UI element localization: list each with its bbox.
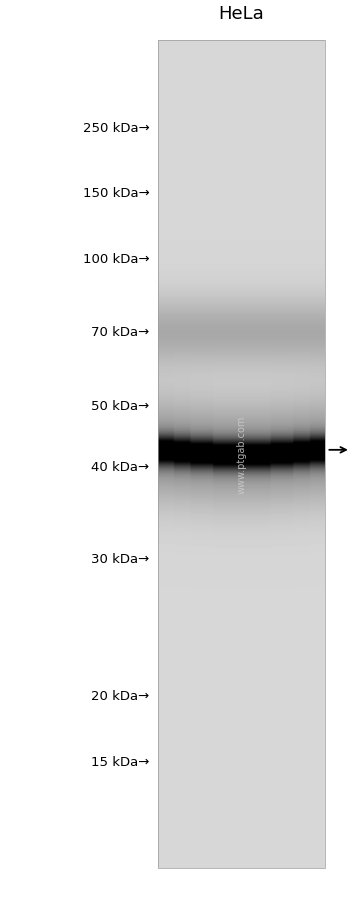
Text: 70 kDa→: 70 kDa→	[91, 326, 149, 338]
Text: 50 kDa→: 50 kDa→	[91, 400, 149, 413]
Text: 20 kDa→: 20 kDa→	[91, 689, 149, 703]
Text: www.ptgab.com: www.ptgab.com	[236, 415, 246, 493]
Text: 30 kDa→: 30 kDa→	[91, 552, 149, 566]
Bar	[158, 41, 325, 868]
Text: 250 kDa→: 250 kDa→	[83, 122, 149, 134]
Text: 150 kDa→: 150 kDa→	[83, 187, 149, 199]
Text: HeLa: HeLa	[218, 5, 264, 23]
Text: 40 kDa→: 40 kDa→	[91, 460, 149, 474]
Text: 100 kDa→: 100 kDa→	[83, 253, 149, 266]
Text: 15 kDa→: 15 kDa→	[91, 756, 149, 769]
